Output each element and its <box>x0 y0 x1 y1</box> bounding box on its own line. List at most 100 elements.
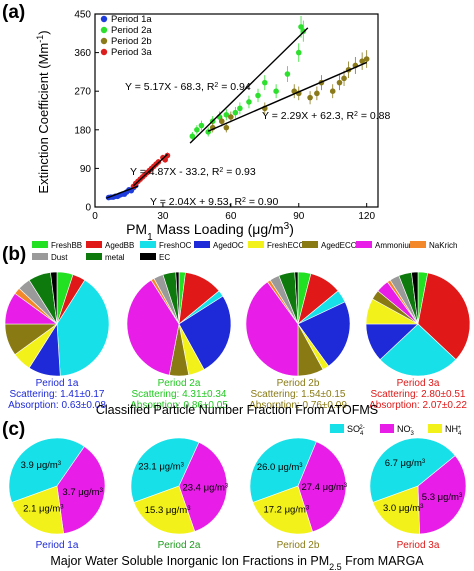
pie-slice <box>8 437 85 503</box>
slice-value-label: 6.7 μg/m3 <box>385 458 426 469</box>
scattering-label: Scattering: 4.31±0.34 <box>132 389 227 400</box>
x-tick-label: 60 <box>225 211 237 222</box>
panel-label-c: (c) <box>2 419 25 440</box>
slice-value-label: 26.0 μg/m3 <box>257 462 303 473</box>
equation-label: Y = 2.29X + 62.3, R2 = 0.88 <box>262 110 391 122</box>
y-tick-label: 90 <box>80 164 92 175</box>
legend-label: AgedBB <box>105 241 134 250</box>
legend-label: FreshOC <box>159 241 192 250</box>
scattering-label: Scattering: 2.80±0.51 <box>371 389 466 400</box>
pie-slice <box>56 446 106 534</box>
legend-marker <box>100 37 108 45</box>
pie-slice <box>133 485 196 535</box>
pie-slice <box>411 271 419 325</box>
scattering-label: Scattering: 1.54±0.15 <box>251 389 346 400</box>
legend-label: metal <box>105 253 125 262</box>
data-point <box>237 105 243 112</box>
legend-label: Ammonium <box>375 241 416 250</box>
legend-swatch <box>32 253 48 260</box>
legend-swatch <box>380 424 394 433</box>
data-point <box>363 56 370 62</box>
data-point <box>307 94 313 101</box>
y-tick-label: 360 <box>74 48 91 59</box>
data-point <box>314 90 320 97</box>
y-tick-label: 450 <box>74 10 91 21</box>
pie-slice <box>294 271 299 325</box>
atofms-legend: FreshBB AgedBB FreshOC AgedOC FreshECOC AgedE… <box>32 241 457 262</box>
x-tick-label: 0 <box>92 211 98 222</box>
pie-period-label: Period 1a <box>36 378 79 389</box>
marga-legend: SO42- NO3- NH4+ <box>330 424 462 437</box>
scattering-label: Scattering: 1.41±0.17 <box>10 389 105 400</box>
absorption-label: Absorption: 0.76±0.09 <box>249 400 347 411</box>
pie-slice <box>178 295 232 370</box>
slice-value-label: 5.3 μg/m3 <box>422 492 463 503</box>
pie-slice <box>369 437 456 503</box>
legend-swatch <box>356 241 372 248</box>
data-point <box>298 24 304 30</box>
data-point <box>218 118 225 125</box>
data-point <box>273 88 279 94</box>
slice-value-label: 3.7 μg/m3 <box>62 487 103 498</box>
marga-pies: 3.9 μg/m3 3.7 μg/m3 2.1 μg/m3 Period 1a 23.1… <box>8 437 467 551</box>
fit-line <box>207 61 367 132</box>
pie-slice <box>417 455 467 535</box>
legend-swatch <box>330 424 344 433</box>
data-point <box>329 88 336 94</box>
pie-slice <box>178 441 228 532</box>
legend-label: Period 2b <box>111 36 152 47</box>
data-point <box>300 28 307 34</box>
slice-value-label: 23.4 μg/m3 <box>182 482 228 493</box>
absorption-label: Absorption: 2.07±0.22 <box>369 400 467 411</box>
pie-period-label: Period 2b <box>277 378 320 389</box>
legend-swatch <box>194 241 210 248</box>
legend-swatch <box>410 241 426 248</box>
pie-slice <box>372 485 420 535</box>
data-point <box>336 79 343 86</box>
legend-marker <box>100 26 108 34</box>
legend-label: Period 1a <box>111 14 152 25</box>
legend-swatch <box>140 253 156 260</box>
data-point <box>223 111 230 118</box>
pie-slice <box>130 437 200 503</box>
pie-slice <box>245 281 299 377</box>
data-point <box>262 79 268 86</box>
pie-slice <box>297 301 351 367</box>
y-axis-label: Extinction Coefficient (Mm-1) <box>35 30 51 193</box>
pie-period-label: Period 2a <box>158 378 201 389</box>
equation-label: Y = 2.04X + 9.53, R2 = 0.90 <box>150 196 279 208</box>
legend-swatch <box>302 241 318 248</box>
legend-swatch <box>32 241 48 248</box>
legend-swatch <box>248 241 264 248</box>
legend-label: FreshBB <box>51 241 82 250</box>
legend-label: FreshECOC <box>267 241 311 250</box>
pie-slice <box>11 485 64 535</box>
pie-slice <box>379 323 457 377</box>
x-tick-label: 30 <box>157 211 169 222</box>
slice-value-label: 3.9 μg/m3 <box>21 460 62 471</box>
legend-label: AgedOC <box>213 241 244 250</box>
data-point <box>194 127 200 133</box>
x-axis-label: PM1 Mass Loading (μg/m3) <box>126 221 294 243</box>
slice-value-label: 15.3 μg/m3 <box>145 505 191 516</box>
absorption-label: Absorption: 0.63±0.08 <box>8 400 106 411</box>
panel-label-a: (a) <box>2 2 25 23</box>
legend-label: EC <box>159 253 170 262</box>
legend-label: Period 3a <box>111 47 152 58</box>
data-point <box>359 58 365 64</box>
fit-line <box>106 185 139 199</box>
slice-value-label: 2.1 μg/m3 <box>23 504 64 515</box>
pie-slice <box>249 437 317 503</box>
atofms-title: Classified Particle Number Fraction From… <box>96 403 378 417</box>
data-point <box>284 71 291 77</box>
pie-slice <box>417 272 471 361</box>
data-point <box>255 92 261 99</box>
x-tick-label: 90 <box>293 211 305 222</box>
pie-period-label: Period 3a <box>397 540 440 551</box>
pie-slice <box>50 271 58 325</box>
legend-marker <box>100 48 108 56</box>
fit-line <box>133 153 168 187</box>
legend-label: NO3- <box>397 424 415 437</box>
pie-slice <box>56 279 110 377</box>
